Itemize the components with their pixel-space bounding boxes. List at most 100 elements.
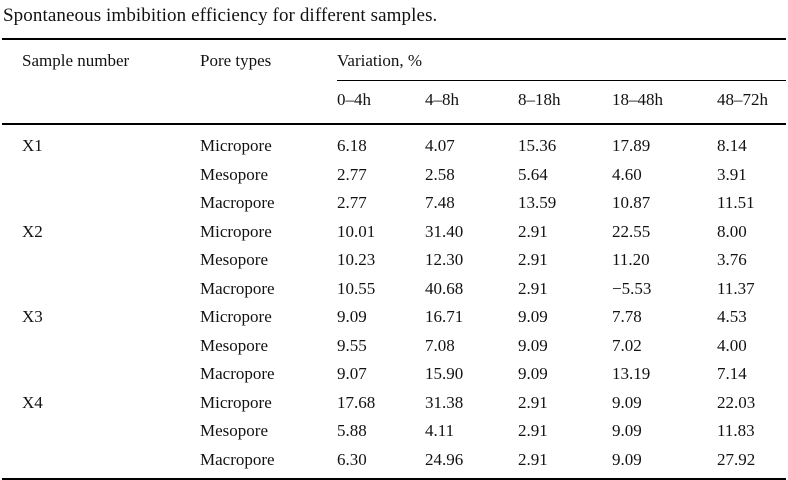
- table-row: Macropore 10.55 40.68 2.91 −5.53 11.37: [2, 275, 786, 304]
- value-cell: 17.68: [337, 392, 376, 412]
- value-cell: 5.64: [518, 164, 548, 184]
- value-cell: 17.89: [612, 136, 651, 155]
- value-cell: 2.77: [337, 164, 367, 184]
- value-cell: 4.53: [717, 307, 747, 326]
- value-cell: 9.09: [612, 392, 642, 412]
- pore-type-cell: Macropore: [200, 364, 275, 383]
- pore-type-cell: Micropore: [200, 307, 272, 326]
- value-cell: 7.78: [612, 307, 642, 326]
- value-cell: 8.00: [717, 221, 747, 241]
- sample-number-cell: X2: [22, 221, 43, 241]
- table-row: Macropore 2.77 7.48 13.59 10.87 11.51: [2, 189, 786, 218]
- sample-number-cell: [2, 446, 200, 479]
- value-cell: 9.09: [612, 421, 642, 440]
- sample-number-cell: [2, 360, 200, 389]
- value-cell: −5.53: [612, 278, 652, 298]
- value-cell: 22.03: [717, 392, 756, 412]
- header-row-main: Sample number Pore types Variation, %: [2, 39, 787, 125]
- value-cell: 2.91: [518, 221, 548, 241]
- pore-type-cell: Micropore: [200, 221, 272, 241]
- sample-number-cell: X4: [22, 392, 43, 412]
- table-row: X2 Micropore 10.01 31.40 2.91 22.55 8.00: [2, 218, 786, 247]
- pore-type-cell: Macropore: [200, 278, 275, 298]
- column-header-sample-number: Sample number: [2, 39, 200, 125]
- pore-type-cell: Mesopore: [200, 164, 268, 184]
- value-cell: 13.59: [518, 193, 557, 212]
- table-row: Mesopore 9.55 7.08 9.09 7.02 4.00: [2, 332, 786, 361]
- column-header-time-0-4h: 0–4h: [337, 80, 425, 125]
- value-cell: 15.36: [518, 136, 557, 155]
- column-header-time-8-18h: 8–18h: [518, 80, 612, 125]
- value-cell: 11.51: [717, 193, 755, 212]
- table-row: X1 Micropore 6.18 4.07 15.36 17.89 8.14: [2, 124, 786, 161]
- table-row: Macropore 9.07 15.90 9.09 13.19 7.14: [2, 360, 786, 389]
- value-cell: 5.88: [337, 421, 367, 440]
- sample-number-cell: X3: [22, 307, 43, 326]
- value-cell: 40.68: [425, 278, 464, 298]
- sample-number-cell: [2, 161, 200, 190]
- value-cell: 7.48: [425, 193, 455, 212]
- value-cell: 10.55: [337, 278, 376, 298]
- pore-type-cell: Mesopore: [200, 421, 268, 440]
- value-cell: 9.09: [612, 449, 642, 469]
- sample-number-cell: [2, 189, 200, 218]
- pore-type-cell: Mesopore: [200, 335, 268, 355]
- sample-number-cell: X1: [22, 136, 43, 155]
- value-cell: 10.87: [612, 193, 651, 212]
- value-cell: 2.77: [337, 193, 367, 212]
- value-cell: 24.96: [425, 449, 464, 469]
- pore-type-cell: Macropore: [200, 193, 275, 212]
- sample-number-cell: [2, 275, 200, 304]
- value-cell: 22.55: [612, 221, 651, 241]
- value-cell: 11.83: [717, 421, 755, 440]
- column-header-time-48-72h: 48–72h: [717, 80, 787, 125]
- value-cell: 3.76: [717, 250, 747, 269]
- value-cell: 27.92: [717, 449, 756, 469]
- value-cell: 4.00: [717, 335, 747, 355]
- value-cell: 6.18: [337, 136, 367, 155]
- value-cell: 12.30: [425, 250, 464, 269]
- value-cell: 13.19: [612, 364, 651, 383]
- value-cell: 9.55: [337, 335, 367, 355]
- table-row: Mesopore 5.88 4.11 2.91 9.09 11.83: [2, 417, 786, 446]
- value-cell: 10.23: [337, 250, 376, 269]
- imbibition-table: Sample number Pore types Variation, % 0–…: [2, 38, 787, 480]
- value-cell: 10.01: [337, 221, 376, 241]
- value-cell: 4.07: [425, 136, 455, 155]
- value-cell: 31.40: [425, 221, 464, 241]
- table-row: Macropore 6.30 24.96 2.91 9.09 27.92: [2, 446, 786, 479]
- value-cell: 7.14: [717, 364, 747, 383]
- value-cell: 9.09: [518, 335, 548, 355]
- table-row: X4 Micropore 17.68 31.38 2.91 9.09 22.03: [2, 389, 786, 418]
- table-row: X3 Micropore 9.09 16.71 9.09 7.78 4.53: [2, 303, 786, 332]
- value-cell: 11.20: [612, 250, 650, 269]
- value-cell: 9.09: [337, 307, 367, 326]
- pore-type-cell: Mesopore: [200, 250, 268, 269]
- value-cell: 15.90: [425, 364, 464, 383]
- table-body: X1 Micropore 6.18 4.07 15.36 17.89 8.14 Mesopor…: [2, 124, 786, 479]
- pore-type-cell: Micropore: [200, 392, 272, 412]
- value-cell: 31.38: [425, 392, 464, 412]
- sample-number-cell: [2, 246, 200, 275]
- header-row-time-intervals: 0–4h 4–8h 8–18h 18–48h 48–72h: [2, 80, 787, 125]
- table-header: Sample number Pore types Variation, % 0–…: [2, 39, 787, 125]
- value-cell: 7.02: [612, 335, 642, 355]
- value-cell: 3.91: [717, 164, 747, 184]
- value-cell: 4.60: [612, 164, 642, 184]
- table-caption: Spontaneous imbibition efficiency for di…: [3, 5, 438, 26]
- value-cell: 8.14: [717, 136, 747, 155]
- table-row: Mesopore 2.77 2.58 5.64 4.60 3.91: [2, 161, 786, 190]
- value-cell: 2.58: [425, 164, 455, 184]
- sample-number-cell: [2, 332, 200, 361]
- table-row: Mesopore 10.23 12.30 2.91 11.20 3.76: [2, 246, 786, 275]
- value-cell: 2.91: [518, 421, 548, 440]
- pore-type-cell: Micropore: [200, 136, 272, 155]
- value-cell: 16.71: [425, 307, 464, 326]
- value-cell: 9.09: [518, 307, 548, 326]
- value-cell: 2.91: [518, 278, 548, 298]
- value-cell: 11.37: [717, 278, 755, 298]
- value-cell: 9.07: [337, 364, 367, 383]
- column-header-time-18-48h: 18–48h: [612, 80, 717, 125]
- sample-number-cell: [2, 417, 200, 446]
